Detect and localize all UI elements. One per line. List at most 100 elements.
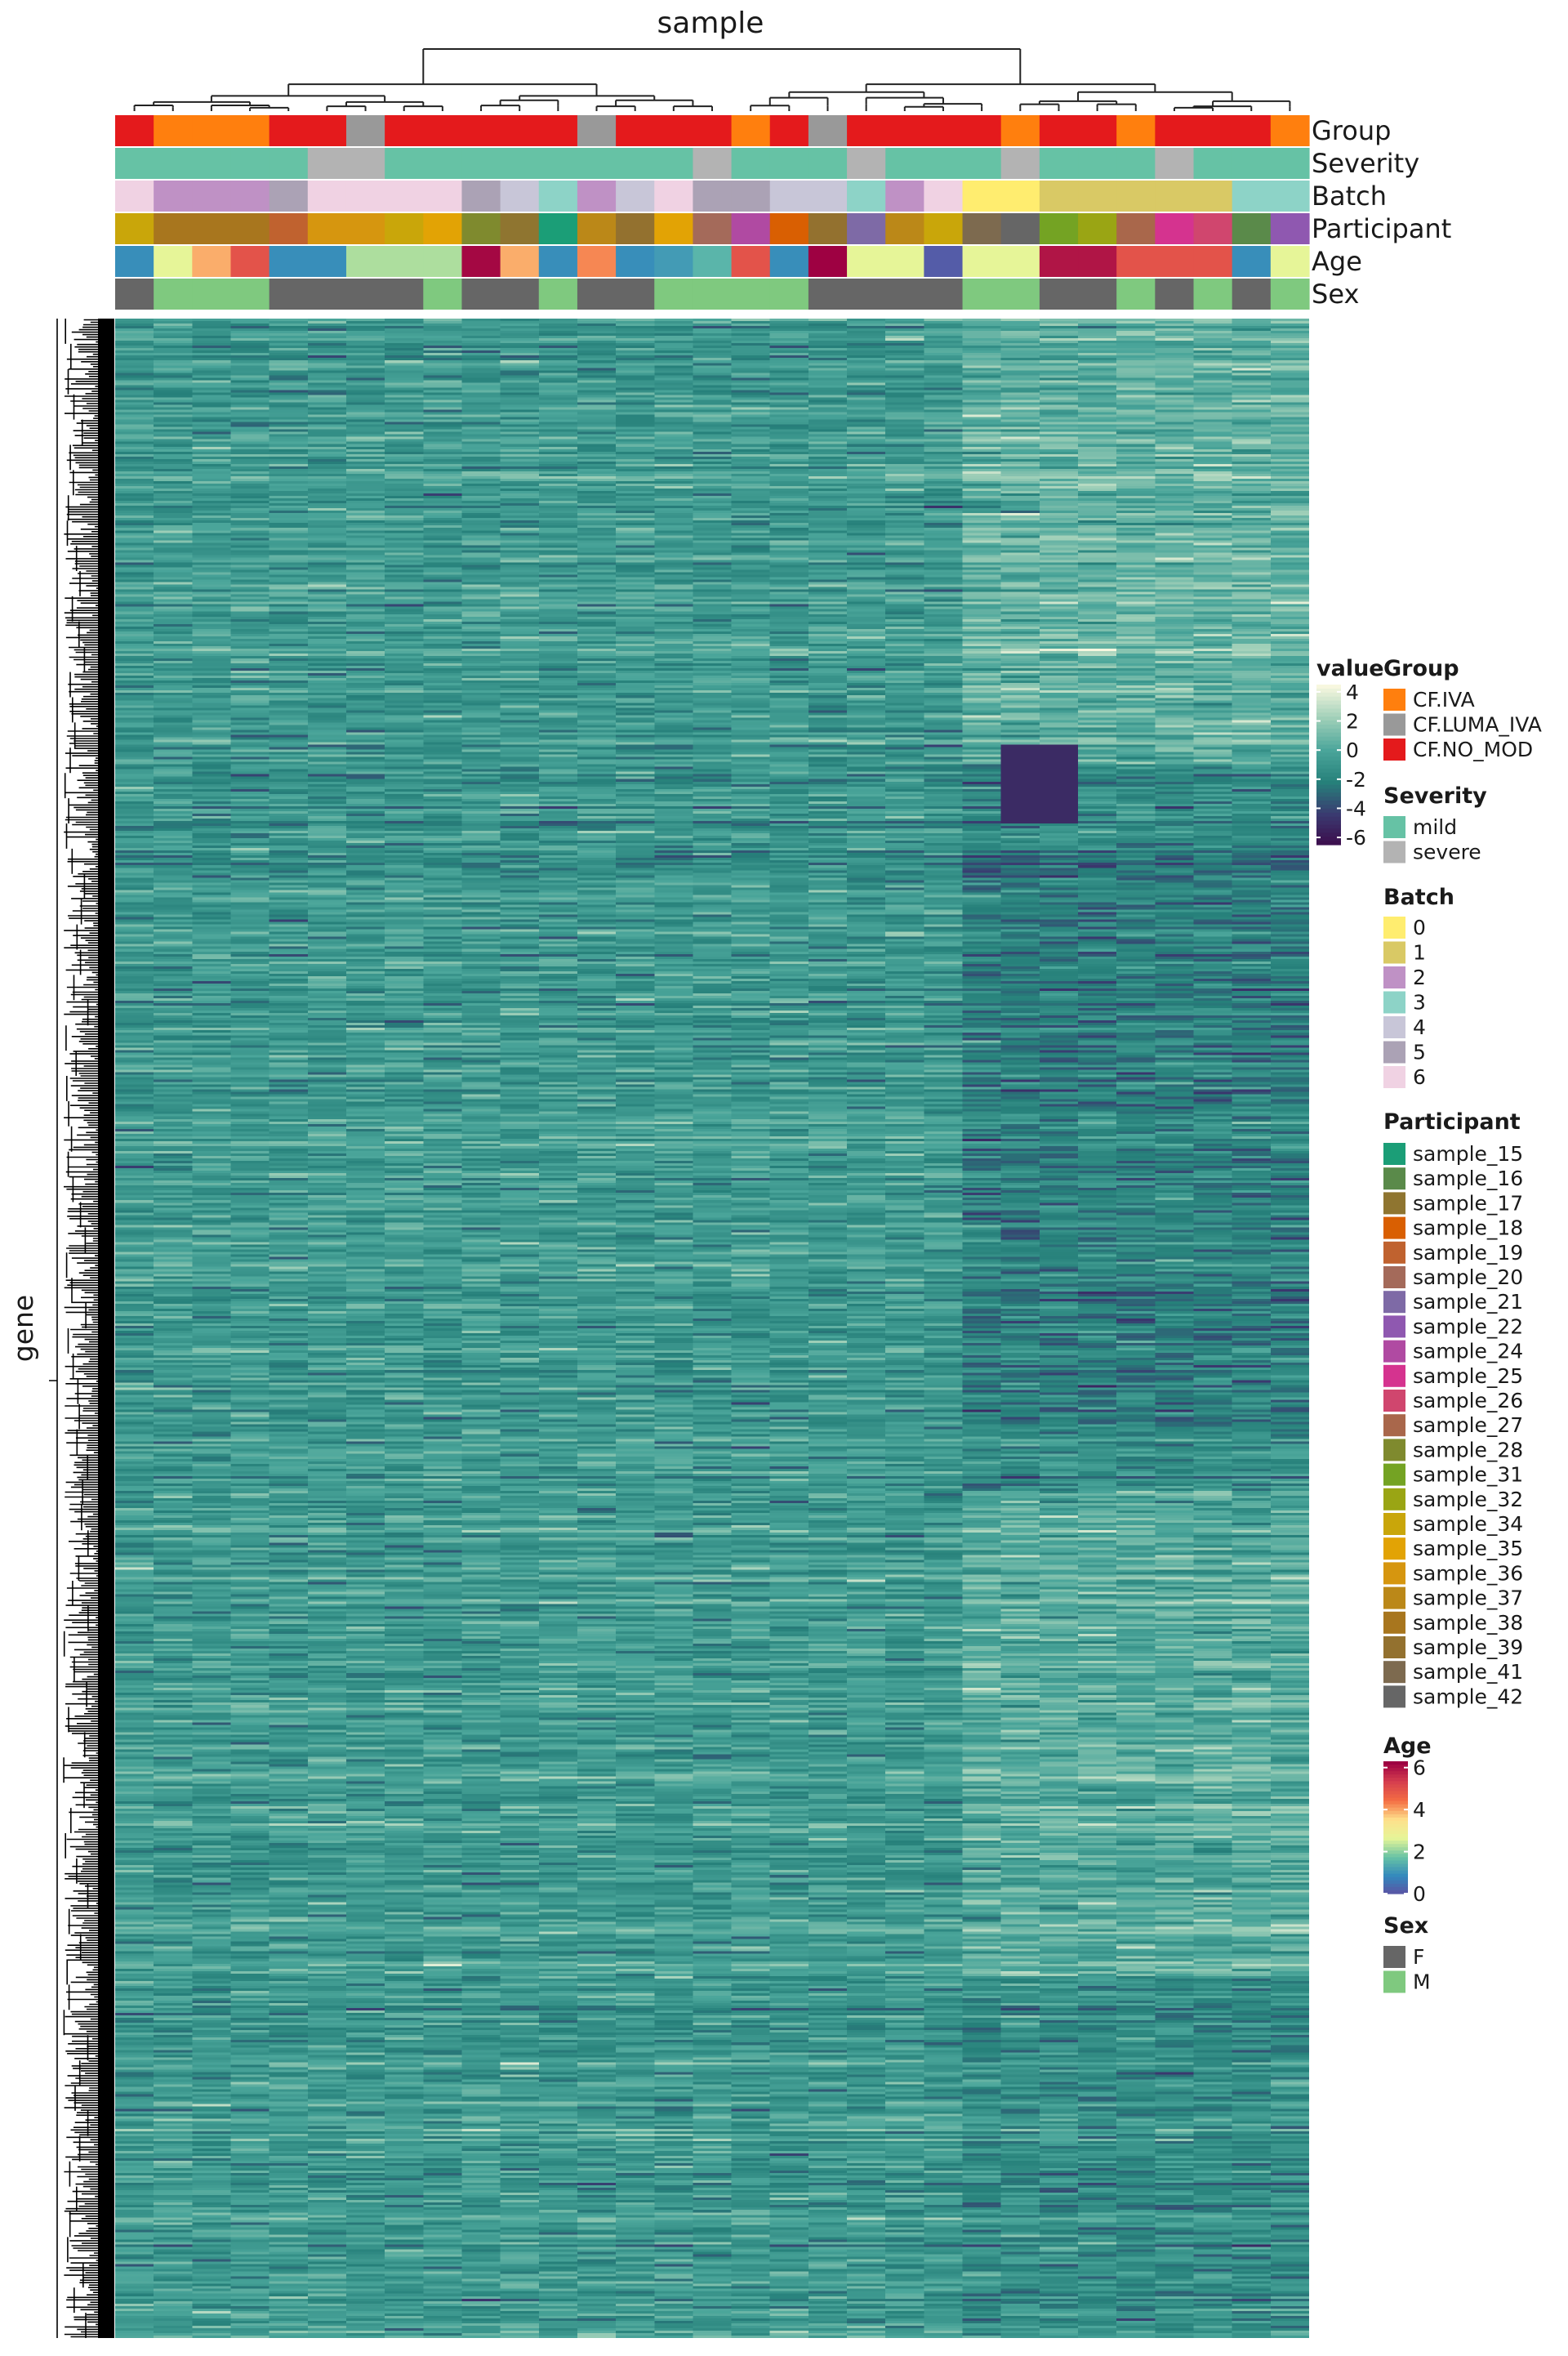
batch-track-cell: [577, 181, 617, 212]
batch-legend-label: 1: [1413, 941, 1426, 965]
track-label-sex: Sex: [1312, 279, 1359, 310]
age-colorbar-segment: [1383, 1774, 1408, 1778]
age-colorbar-segment: [1383, 1800, 1408, 1805]
batch-track-cell: [230, 181, 270, 212]
batch-track-cell: [693, 181, 733, 212]
age-colorbar-segment: [1383, 1794, 1408, 1799]
age-colorbar-segment: [1383, 1807, 1408, 1812]
group-track-cell: [1039, 115, 1079, 146]
value-colorbar-segment: [1316, 716, 1341, 721]
participant-legend-swatch: [1383, 1463, 1405, 1486]
value-colorbar-segment: [1316, 761, 1341, 765]
value-colorbar-segment: [1316, 792, 1341, 797]
severity-track-cell: [500, 148, 540, 179]
severity-track-cell: [154, 148, 193, 179]
age-track-cell: [808, 246, 848, 277]
participant-track-cell: [115, 213, 154, 244]
age-track-cell: [115, 246, 154, 277]
severity-legend-label: severe: [1413, 841, 1481, 864]
age-track-cell: [192, 246, 232, 277]
value-colorbar-segment: [1316, 704, 1341, 709]
batch-legend-label: 6: [1413, 1065, 1426, 1089]
batch-track-cell: [385, 181, 424, 212]
group-track-cell: [192, 115, 232, 146]
batch-track-cell: [1000, 181, 1040, 212]
severity-track-cell: [1270, 148, 1310, 179]
value-colorbar-segment: [1316, 740, 1341, 746]
age-track-cell: [345, 246, 385, 277]
value-colorbar-segment: [1316, 765, 1341, 770]
participant-legend-label: sample_27: [1413, 1413, 1523, 1437]
batch-track-cell: [1270, 181, 1310, 212]
age-track-cell: [385, 246, 424, 277]
age-track-cell: [1000, 246, 1040, 277]
sex-track-cell: [769, 279, 809, 310]
batch-track-cell: [885, 181, 924, 212]
age-colorbar-segment: [1383, 1761, 1408, 1765]
chart-title: sample: [657, 7, 764, 40]
value-colorbar-segment: [1316, 692, 1341, 698]
row-dendrogram: [49, 319, 114, 2338]
age-track-cell: [693, 246, 733, 277]
group-track-cell: [500, 115, 540, 146]
participant-legend-label: sample_31: [1413, 1463, 1523, 1487]
batch-legend-title: Batch: [1383, 885, 1454, 910]
group-track-cell: [385, 115, 424, 146]
participant-legend-label: sample_35: [1413, 1537, 1523, 1560]
participant-legend-swatch: [1383, 1661, 1405, 1684]
participant-track-cell: [461, 213, 501, 244]
track-label-severity: Severity: [1312, 148, 1419, 179]
value-tick-label: 4: [1346, 680, 1359, 704]
participant-legend-swatch: [1383, 1266, 1405, 1288]
group-track-cell: [1193, 115, 1233, 146]
severity-track-cell: [461, 148, 501, 179]
severity-track-cell: [808, 148, 848, 179]
severity-track-cell: [1193, 148, 1233, 179]
value-colorbar-segment: [1316, 772, 1341, 778]
value-colorbar-segment: [1316, 696, 1341, 702]
group-track-cell: [731, 115, 771, 146]
age-colorbar-segment: [1383, 1867, 1408, 1872]
value-colorbar-segment: [1316, 700, 1341, 706]
sex-track-cell: [461, 279, 501, 310]
participant-legend-label: sample_41: [1413, 1660, 1523, 1684]
age-colorbar-segment: [1383, 1797, 1408, 1802]
participant-track-cell: [885, 213, 924, 244]
value-tick-label: -2: [1346, 768, 1366, 792]
participant-track-cell: [847, 213, 886, 244]
participant-legend-swatch: [1383, 1586, 1405, 1609]
age-track-cell: [1232, 246, 1272, 277]
participant-track-cell: [345, 213, 385, 244]
severity-track-cell: [693, 148, 733, 179]
value-colorbar-segment: [1316, 685, 1341, 689]
batch-track-cell: [769, 181, 809, 212]
severity-track-cell: [307, 148, 347, 179]
group-track-cell: [885, 115, 924, 146]
sex-track-cell: [307, 279, 347, 310]
age-colorbar-segment: [1383, 1823, 1408, 1828]
participant-track-cell: [808, 213, 848, 244]
batch-track-cell: [192, 181, 232, 212]
participant-legend-label: sample_28: [1413, 1438, 1523, 1461]
group-track-cell: [423, 115, 463, 146]
track-label-age: Age: [1312, 246, 1362, 277]
age-colorbar-segment: [1383, 1791, 1408, 1796]
age-track-cell: [461, 246, 501, 277]
batch-track-cell: [808, 181, 848, 212]
sex-track-cell: [192, 279, 232, 310]
severity-track-cell: [1232, 148, 1272, 179]
batch-legend-swatch: [1383, 1066, 1405, 1088]
participant-track-cell: [577, 213, 617, 244]
sex-legend-swatch: [1383, 1970, 1405, 1993]
severity-legend-swatch: [1383, 841, 1405, 863]
participant-track-cell: [385, 213, 424, 244]
age-track-cell: [1193, 246, 1233, 277]
sex-track-cell: [616, 279, 655, 310]
participant-legend-swatch: [1383, 1216, 1405, 1239]
participant-legend-label: sample_25: [1413, 1364, 1523, 1388]
participant-legend-label: sample_26: [1413, 1389, 1523, 1412]
value-colorbar-segment: [1316, 752, 1341, 757]
sex-track-cell: [885, 279, 924, 310]
participant-legend-swatch: [1383, 1537, 1405, 1560]
severity-track-cell: [885, 148, 924, 179]
